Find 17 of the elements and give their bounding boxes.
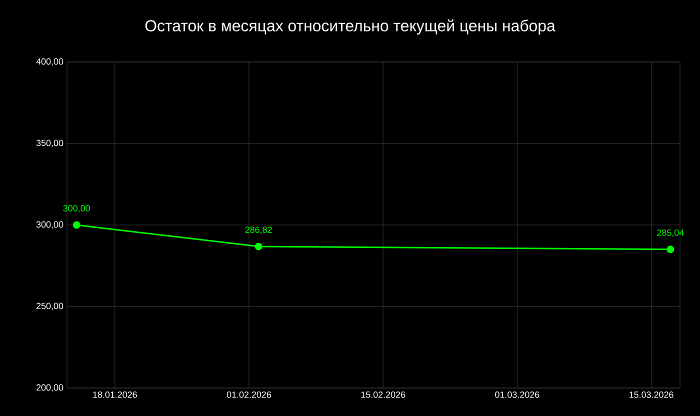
- data-label: 300,00: [63, 205, 90, 213]
- x-tick-label: 15.02.2026: [361, 392, 406, 398]
- y-tick-label: 300,00: [36, 221, 64, 229]
- y-tick-label: 400,00: [36, 58, 64, 66]
- x-tick-label: 18.01.2026: [93, 392, 137, 398]
- y-tick-label: 250,00: [36, 302, 64, 310]
- point: [666, 246, 674, 254]
- x-tick-label: 01.02.2026: [226, 392, 272, 398]
- point: [254, 242, 262, 250]
- data-label: 285,04: [657, 229, 684, 237]
- point: [72, 221, 80, 229]
- x-tick-label: 01.03.2026: [495, 392, 540, 398]
- data-label: 286,82: [245, 226, 272, 234]
- chart-title: Остаток в месяцах относительно текущей цены набора: [145, 19, 556, 35]
- x-tick-label: 15.03.2026: [630, 392, 674, 398]
- y-tick-label: 350,00: [36, 140, 64, 148]
- y-tick-label: 200,00: [36, 384, 64, 392]
